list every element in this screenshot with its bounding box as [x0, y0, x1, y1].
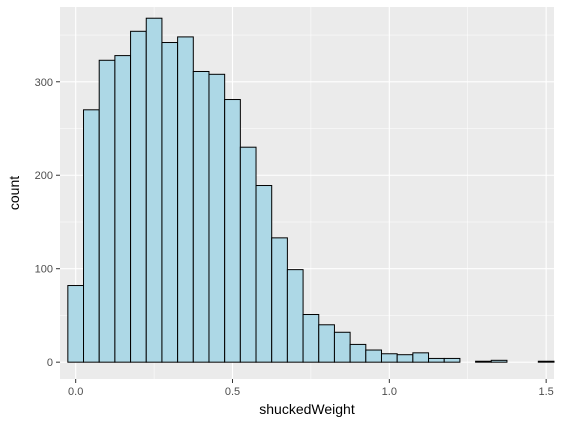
- histogram-bar: [208, 73, 226, 363]
- histogram-bar: [349, 343, 367, 363]
- histogram-bar: [302, 314, 320, 363]
- histogram-bar: [318, 324, 335, 363]
- histogram-bar: [67, 285, 85, 363]
- histogram-bar: [475, 360, 492, 363]
- histogram-bar: [396, 354, 414, 363]
- histogram-bar: [192, 70, 210, 363]
- histogram-bar: [490, 359, 508, 363]
- histogram-bar: [412, 352, 430, 363]
- x-axis-title: shuckedWeight: [259, 401, 355, 417]
- histogram-bar: [114, 55, 132, 363]
- histogram-bar: [271, 237, 288, 363]
- y-tick-label: 200: [35, 170, 53, 182]
- y-axis-title: count: [6, 176, 22, 210]
- histogram-bars: [67, 17, 555, 363]
- histogram-bar: [224, 99, 241, 363]
- x-tick-label: 0.5: [225, 386, 240, 398]
- major-gridlines: [60, 7, 554, 379]
- y-tick-label: 0: [47, 357, 53, 369]
- histogram-bar: [177, 36, 194, 363]
- histogram-bar: [161, 42, 179, 363]
- x-tick-label: 1.5: [539, 386, 554, 398]
- x-tick-label: 0.0: [68, 386, 83, 398]
- histogram-bar: [428, 357, 445, 363]
- histogram-bar: [286, 269, 304, 363]
- y-axis-ticks: 0 100 200 300: [35, 77, 60, 369]
- x-axis-ticks: 0.0 0.5 1.0 1.5: [68, 379, 554, 398]
- histogram-bar: [333, 331, 351, 363]
- y-tick-label: 300: [35, 77, 53, 89]
- x-tick-label: 1.0: [382, 386, 397, 398]
- histogram-bar: [365, 349, 382, 363]
- histogram-bar: [145, 17, 163, 363]
- histogram-bar: [443, 357, 461, 363]
- histogram-bar: [83, 109, 100, 363]
- histogram-bar: [98, 59, 116, 363]
- histogram-bar: [239, 146, 257, 363]
- histogram-bar: [130, 30, 147, 363]
- histogram-bar: [537, 360, 555, 363]
- y-tick-label: 100: [35, 264, 53, 276]
- histogram-bar: [255, 185, 273, 363]
- histogram-bar: [380, 353, 398, 363]
